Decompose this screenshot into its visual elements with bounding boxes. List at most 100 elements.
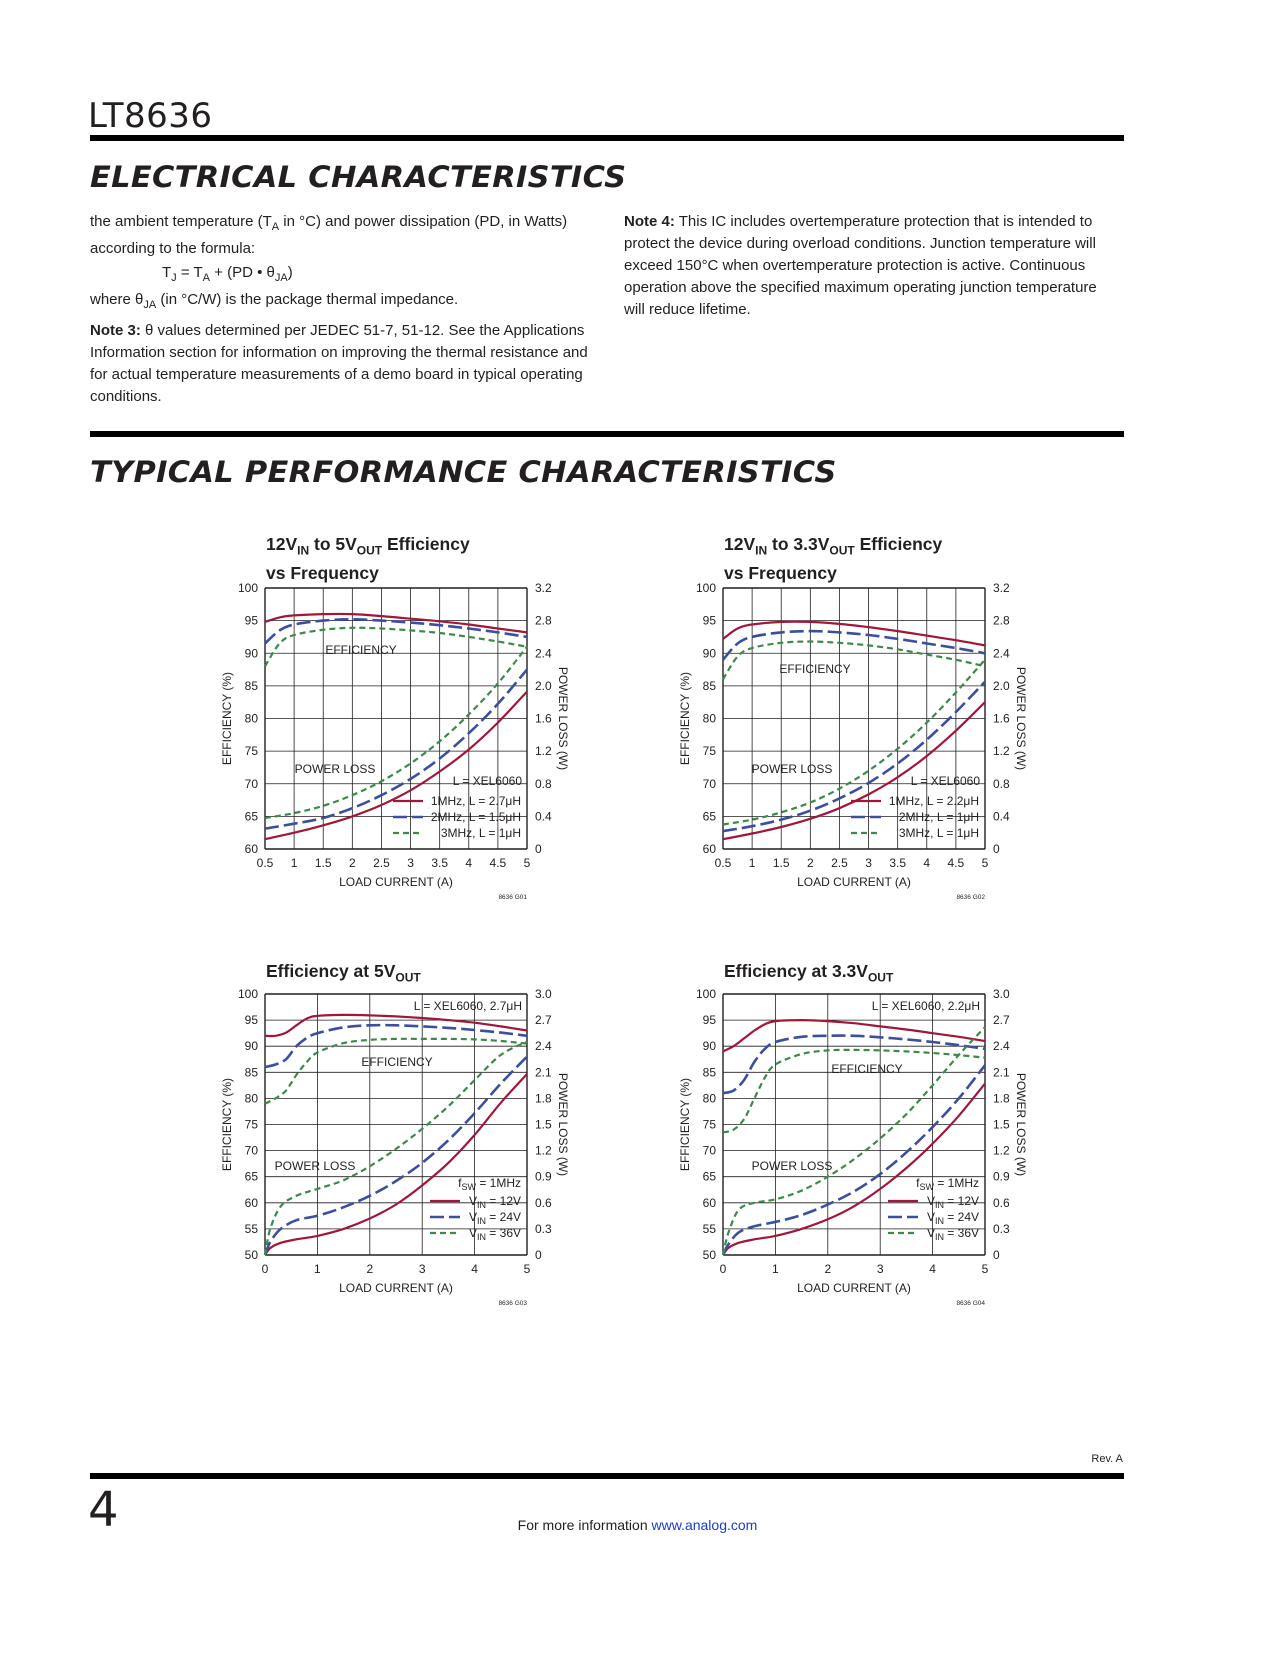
y-tick-label: 80 [703, 712, 717, 726]
y-tick-label: 65 [703, 809, 717, 823]
legend-header: L = XEL6060 [911, 774, 981, 788]
figure-code: 8636 G04 [956, 1300, 985, 1307]
x-tick-label: 1 [749, 856, 756, 870]
y-axis-label: EFFICIENCY (%) [678, 1078, 692, 1171]
series-efficiency-line [264, 1013, 528, 1038]
series-efficiency-line [722, 629, 986, 661]
series-efficiency-line [264, 626, 528, 667]
legend-header: L = XEL6060 [453, 774, 523, 788]
section-title-electrical: ELECTRICAL CHARACTERISTICS [90, 160, 627, 194]
y2-axis-label: POWER LOSS (W) [1014, 1073, 1028, 1176]
legend-header: fSW = 1MHz [458, 1176, 521, 1192]
y-tick-label: 75 [245, 1118, 259, 1132]
series-efficiency-line [264, 612, 528, 634]
series-efficiency-line [722, 1048, 986, 1134]
y-tick-label: 90 [703, 1039, 717, 1053]
chart-title-3: Efficiency at 5VOUT [266, 961, 421, 985]
series-loss-line [722, 659, 986, 826]
y2-axis-label: POWER LOSS (W) [556, 667, 570, 770]
x-tick-label: 4 [929, 1262, 936, 1276]
y-tick-label: 60 [703, 842, 717, 856]
x-tick-label: 4.5 [948, 856, 965, 870]
series-loss-line [722, 1082, 986, 1256]
y2-tick-label: 2.4 [993, 1039, 1010, 1053]
figure-code: 8636 G03 [498, 1300, 527, 1307]
y2-axis-label: POWER LOSS (W) [556, 1073, 570, 1176]
y2-tick-label: 3.0 [993, 987, 1010, 1001]
part-number: LT8636 [88, 96, 213, 136]
y2-tick-label: 0.4 [535, 809, 552, 823]
y-tick-label: 80 [245, 712, 259, 726]
y2-tick-label: 1.2 [535, 744, 552, 758]
series-efficiency-line [264, 1037, 528, 1105]
figure-code: 8636 G01 [498, 894, 527, 901]
notes-left-column: the ambient temperature (TA in °C) and p… [90, 211, 590, 408]
legend-label: VIN = 36V [469, 1226, 521, 1242]
legend-label: VIN = 12V [927, 1194, 979, 1210]
y2-tick-label: 0.4 [993, 809, 1010, 823]
y2-tick-label: 1.2 [535, 1144, 552, 1158]
x-tick-label: 4 [471, 1262, 478, 1276]
y2-tick-label: 2.4 [535, 646, 552, 660]
y2-tick-label: 2.7 [535, 1013, 552, 1027]
x-tick-label: 1 [291, 856, 298, 870]
legend-label: 3MHz, L = 1μH [441, 826, 521, 840]
y-axis-label: EFFICIENCY (%) [678, 672, 692, 765]
y2-tick-label: 2.1 [535, 1065, 552, 1079]
power-loss-label: POWER LOSS [275, 1159, 356, 1173]
x-axis-label: LOAD CURRENT (A) [339, 1281, 453, 1295]
y-tick-label: 80 [245, 1091, 259, 1105]
x-tick-label: 5 [982, 856, 989, 870]
y-tick-label: 100 [696, 581, 716, 595]
y-tick-label: 95 [245, 1013, 259, 1027]
y2-tick-label: 1.6 [535, 712, 552, 726]
x-tick-label: 5 [982, 1262, 989, 1276]
x-tick-label: 2 [366, 1262, 373, 1276]
y2-tick-label: 0 [993, 842, 1000, 856]
thermal-impedance-text: where θJA (in °C/W) is the package therm… [90, 291, 459, 311]
y-tick-label: 75 [703, 744, 717, 758]
y2-tick-label: 2.8 [993, 614, 1010, 628]
series-efficiency-line [722, 1018, 986, 1053]
x-tick-label: 5 [524, 856, 531, 870]
legend-label: 2MHz, L = 1.5μH [431, 810, 521, 824]
junction-formula: TJ = TA + (PD • θJA) [162, 264, 293, 284]
x-tick-label: 2.5 [373, 856, 390, 870]
x-axis-label: LOAD CURRENT (A) [797, 1281, 911, 1295]
x-tick-label: 1 [314, 1262, 321, 1276]
y2-tick-label: 1.5 [535, 1118, 552, 1132]
notes-right-column: Note 4: This IC includes overtemperature… [624, 211, 1114, 321]
y-tick-label: 55 [703, 1222, 717, 1236]
y-tick-label: 70 [703, 777, 717, 791]
y-tick-label: 70 [245, 1144, 259, 1158]
y-tick-label: 70 [703, 1144, 717, 1158]
x-tick-label: 4 [465, 856, 472, 870]
header-rule [90, 135, 1124, 141]
series-loss-line [264, 1073, 528, 1256]
section-rule [90, 431, 1124, 437]
x-tick-label: 3 [877, 1262, 884, 1276]
y2-tick-label: 0.9 [993, 1170, 1010, 1184]
footer-link[interactable]: www.analog.com [651, 1517, 758, 1533]
y-tick-label: 90 [703, 646, 717, 660]
series-efficiency-line [722, 640, 986, 680]
y-tick-label: 65 [245, 809, 259, 823]
y-tick-label: 55 [245, 1222, 259, 1236]
x-tick-label: 3 [419, 1262, 426, 1276]
series-loss-line [264, 690, 528, 841]
series-loss-line [263, 1040, 528, 1256]
series-efficiency-line [722, 620, 986, 647]
legend-header: fSW = 1MHz [916, 1176, 979, 1192]
legend-label: VIN = 24V [469, 1210, 521, 1226]
efficiency-label: EFFICIENCY [325, 643, 396, 657]
y-tick-label: 50 [245, 1248, 259, 1262]
y2-tick-label: 0.6 [535, 1196, 552, 1210]
x-tick-label: 2 [824, 1262, 831, 1276]
efficiency-label: EFFICIENCY [361, 1055, 432, 1069]
x-tick-label: 1 [772, 1262, 779, 1276]
x-tick-label: 0 [720, 1262, 727, 1276]
series-loss-line [264, 646, 528, 820]
y2-tick-label: 2.0 [535, 679, 552, 693]
